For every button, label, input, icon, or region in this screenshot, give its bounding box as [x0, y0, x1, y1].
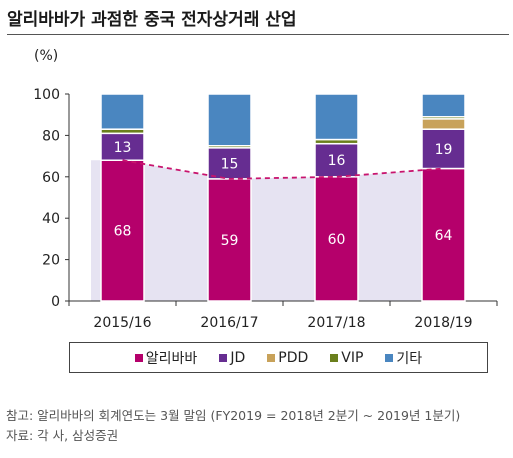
legend-item: PDD: [267, 350, 308, 366]
chart-legend: 알리바바 JD PDD VIP 기타: [69, 342, 488, 373]
stacked-bar-chart: 0 20 40 60 80 100 68 13 59 15 60 16 64 19 2015/16 2016/…: [33, 87, 498, 331]
bar-segment-JD: [314, 142, 359, 178]
bar-value-label: 19: [435, 142, 453, 158]
bar-segment-기타: [207, 93, 252, 147]
bar-value-label: 15: [221, 156, 239, 172]
y-tick-label: 40: [42, 211, 60, 227]
legend-label: VIP: [341, 349, 364, 366]
legend-swatch: [134, 353, 143, 362]
source-note: 자료: 각 사, 삼성증권: [6, 428, 119, 443]
bar-value-label: 13: [114, 140, 132, 156]
bar-value-label: 16: [328, 153, 346, 169]
y-axis-unit-label: (%): [34, 48, 59, 64]
bar-value-label: 68: [114, 224, 132, 240]
x-tick-label: 2015/16: [93, 315, 151, 331]
y-tick-label: 100: [33, 87, 60, 103]
share-trend-line: [122, 159, 444, 180]
chart-title: 알리바바가 과점한 중국 전자상거래 산업: [7, 10, 297, 30]
x-tick-label: 2017/18: [307, 315, 365, 331]
legend-label: 알리바바: [145, 350, 198, 367]
footnote: 참고: 알리바바의 회계연도는 3월 말임 (FY2019 = 2018년 2분…: [6, 408, 461, 423]
x-tick-label: 2018/19: [414, 315, 472, 331]
bar-segment-기타: [421, 93, 466, 118]
bar-segment-PDD: [421, 118, 466, 130]
legend-label: PDD: [278, 349, 309, 366]
y-tick-label: 60: [42, 170, 60, 186]
bar-segment-기타: [314, 93, 359, 141]
bar-segment-알리바바: [314, 176, 359, 302]
legend-item: JD: [219, 350, 245, 366]
y-tick-label: 0: [51, 294, 60, 310]
legend-item: VIP: [330, 350, 363, 366]
bar-value-label: 60: [328, 232, 346, 248]
bar-segment-JD: [421, 128, 466, 170]
legend-label: 기타: [396, 350, 423, 367]
legend-swatch: [385, 353, 394, 362]
bar-segment-알리바바: [421, 167, 466, 302]
share-area-background: [91, 160, 465, 301]
bar-segment-JD: [207, 147, 252, 180]
bar-segment-알리바바: [207, 178, 252, 302]
y-tick-label: 80: [42, 128, 60, 144]
bar-value-label: 64: [435, 228, 453, 244]
bar-segment-알리바바: [100, 159, 145, 302]
legend-item: 알리바바: [134, 348, 198, 368]
title-divider: [7, 34, 509, 35]
x-tick-label: 2016/17: [200, 315, 258, 331]
legend-swatch: [330, 353, 339, 362]
legend-swatch: [219, 353, 228, 362]
bar-value-label: 59: [221, 233, 239, 249]
legend-swatch: [267, 353, 276, 362]
y-tick-label: 20: [42, 253, 60, 269]
legend-label: JD: [230, 349, 246, 366]
legend-item: 기타: [385, 348, 422, 368]
bar-segment-기타: [100, 93, 145, 130]
